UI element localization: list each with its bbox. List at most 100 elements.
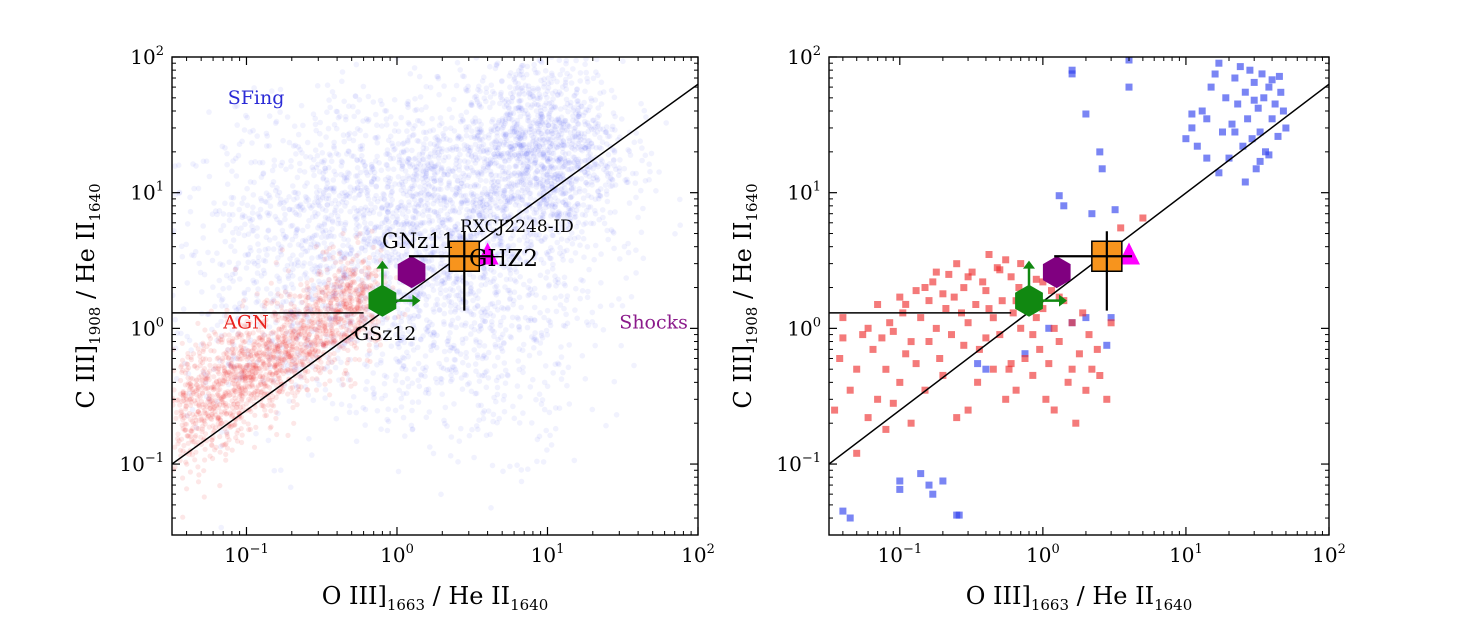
sf-model-point [566,135,572,141]
sf-model-point [354,338,361,344]
sf-model-point [561,274,568,281]
sf-model-point [380,191,387,197]
sf-model-point [566,188,572,194]
sf-model-point [191,185,197,192]
sf-model-point [306,294,313,300]
sf-model-point [449,200,456,206]
sf-model-point [516,130,522,137]
sf-model-point [319,158,325,165]
sf-model-point [340,344,346,350]
agn-model-point [254,291,260,297]
sf-model-point [538,401,545,407]
sf-model-point [524,154,531,161]
sf-model-point [327,314,333,321]
sf-model-point [286,398,293,405]
sf-model-point [410,125,416,132]
sf-model-point [295,259,302,266]
sf-model-point [359,230,366,237]
sf-model-point [349,319,356,325]
sf-model-point [308,307,314,313]
sf-model-point [459,336,466,343]
sf-model-point [530,85,536,92]
sf-model-point [516,141,523,148]
sf-model-point [193,424,200,431]
sf-model-point [311,244,318,251]
sf-model-point [572,143,579,149]
sf-model-point [434,137,441,143]
sf-model-point [309,214,316,220]
sf-model-point [223,303,229,309]
sf-model-point [501,340,507,347]
sf-model-point [345,337,352,344]
sf-model-point [423,145,430,152]
sf-model-point [312,199,318,205]
sf-model-point [288,300,295,306]
sf-model-point [500,142,507,148]
sf-model-point [616,296,622,302]
sf-model-point [575,98,581,104]
sf-model-point [561,281,567,287]
sf-model-point [374,122,380,128]
sf-model-point [548,140,554,147]
sf-model-point [439,120,445,127]
sf-model-point [430,329,437,336]
sf-model-point [338,401,345,408]
sf-model-point [355,276,362,282]
sf-model-point [444,185,451,191]
sf-model-point [358,181,364,187]
sf-model-point [247,218,254,224]
sf-model-point [260,170,267,176]
sf-model-point [235,260,242,267]
sf-model-point [516,346,523,352]
sf-model-point [384,147,391,153]
sf-model-point [465,362,472,369]
sf-model-point [246,339,252,346]
sf-model-point [330,334,337,341]
sf-model-point [442,262,448,269]
sf-model-point [471,182,478,188]
sf-model-point [230,158,236,164]
sf-model-point [403,240,409,246]
sf-model-point [412,208,419,214]
sf-model-point [211,200,217,206]
sf-model-point [253,430,259,437]
sf-model-point [337,266,344,272]
sf-model-point [267,355,273,362]
sf-model-point [309,234,316,240]
sf-model-point [316,278,322,285]
sf-model-point [433,210,440,216]
agn-model-point [172,464,178,470]
sf-model-point [386,178,393,185]
sf-model-point [192,248,199,255]
sf-model-point [493,213,500,220]
sf-model-point [298,299,305,306]
sf-model-point [350,394,357,400]
sf-model-point [241,127,248,133]
sf-model-point [632,180,639,186]
sf-model-point [621,165,628,172]
sf-model-point [470,208,477,214]
sf-model-point [582,212,589,218]
sf-model-point [400,354,406,361]
sf-model-point [499,373,505,379]
sf-model-point [297,167,303,174]
sf-model-point [366,235,373,242]
agn-model-point [246,396,252,403]
sf-model-point [385,258,392,265]
sf-model-point [274,355,281,362]
sf-model-point [506,157,512,164]
sf-model-point [502,262,509,269]
sf-model-point [461,371,468,378]
sf-model-point [451,401,457,407]
agn-model-point [202,457,208,463]
sf-model-point [350,103,356,110]
sf-model-point [247,179,254,185]
sf-model-point [387,133,394,140]
sf-model-point [401,140,407,146]
sf-model-point [418,196,424,203]
sf-model-point [312,263,318,269]
sf-model-point [365,238,372,244]
sf-model-point [384,242,391,248]
agn-model-point [327,369,333,375]
sf-model-point [214,211,220,218]
